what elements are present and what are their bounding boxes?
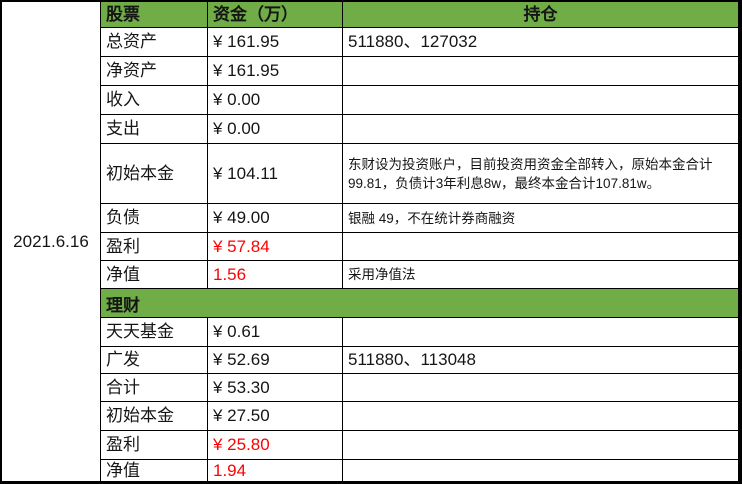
row-label-cell[interactable]: 净资产 [101, 57, 208, 86]
row-amount-cell[interactable]: ¥ 27.50 [208, 402, 343, 431]
row-amount-cell[interactable]: ¥ 52.69 [208, 347, 343, 374]
date-cell[interactable]: 2021.6.16 [2, 2, 101, 481]
row-label-cell[interactable]: 初始本金 [101, 144, 208, 204]
row-holding-cell[interactable] [343, 57, 738, 86]
header-stock[interactable]: 股票 [101, 2, 208, 28]
table-grid: 股票 资金（万） 持仓 总资产 ¥ 161.95 511880、127032 净… [101, 2, 738, 481]
row-label-cell[interactable]: 总资产 [101, 28, 208, 57]
row-amount-cell[interactable]: ¥ 0.00 [208, 86, 343, 115]
row-holding-cell[interactable]: 511880、113048 [343, 347, 738, 374]
row-amount-cell[interactable]: ¥ 0.61 [208, 318, 343, 347]
section-band-wealth[interactable]: 理财 [101, 289, 738, 318]
row-holding-cell[interactable] [343, 374, 738, 402]
header-funds[interactable]: 资金（万） [208, 2, 343, 28]
row-label-cell[interactable]: 净值 [101, 261, 208, 289]
header-holdings[interactable]: 持仓 [343, 2, 738, 28]
row-label-cell[interactable]: 净值 [101, 460, 208, 481]
row-label-cell[interactable]: 盈利 [101, 431, 208, 460]
row-label-cell[interactable]: 盈利 [101, 233, 208, 261]
row-holding-cell[interactable] [343, 431, 738, 460]
row-holding-cell[interactable] [343, 233, 738, 261]
row-holding-cell[interactable] [343, 86, 738, 115]
row-label-cell[interactable]: 收入 [101, 86, 208, 115]
row-amount-cell[interactable]: ¥ 57.84 [208, 233, 343, 261]
row-amount-cell[interactable]: ¥ 0.00 [208, 115, 343, 144]
row-holding-cell[interactable] [343, 318, 738, 347]
row-holding-note[interactable]: 东财设为投资账户，目前投资用资金全部转入，原始本金合计99.81，负债计3年利息… [343, 144, 738, 204]
row-label-cell[interactable]: 合计 [101, 374, 208, 402]
row-label-cell[interactable]: 负债 [101, 204, 208, 233]
row-label-cell[interactable]: 广发 [101, 347, 208, 374]
row-amount-cell[interactable]: ¥ 49.00 [208, 204, 343, 233]
row-amount-cell[interactable]: ¥ 53.30 [208, 374, 343, 402]
row-amount-cell[interactable]: 1.56 [208, 261, 343, 289]
row-holding-cell[interactable] [343, 115, 738, 144]
row-amount-cell[interactable]: 1.94 [208, 460, 343, 481]
row-holding-cell[interactable] [343, 460, 738, 481]
row-amount-cell[interactable]: ¥ 25.80 [208, 431, 343, 460]
row-label-cell[interactable]: 支出 [101, 115, 208, 144]
row-amount-cell[interactable]: ¥ 161.95 [208, 28, 343, 57]
row-holding-cell[interactable]: 511880、127032 [343, 28, 738, 57]
row-holding-cell[interactable] [343, 402, 738, 431]
row-holding-note[interactable]: 银融 49，不在统计券商融资 [343, 204, 738, 233]
row-holding-note[interactable]: 采用净值法 [343, 261, 738, 289]
row-label-cell[interactable]: 天天基金 [101, 318, 208, 347]
row-amount-cell[interactable]: ¥ 104.11 [208, 144, 343, 204]
row-amount-cell[interactable]: ¥ 161.95 [208, 57, 343, 86]
row-label-cell[interactable]: 初始本金 [101, 402, 208, 431]
